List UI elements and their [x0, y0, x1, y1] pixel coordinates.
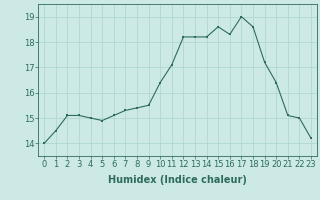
- X-axis label: Humidex (Indice chaleur): Humidex (Indice chaleur): [108, 175, 247, 185]
